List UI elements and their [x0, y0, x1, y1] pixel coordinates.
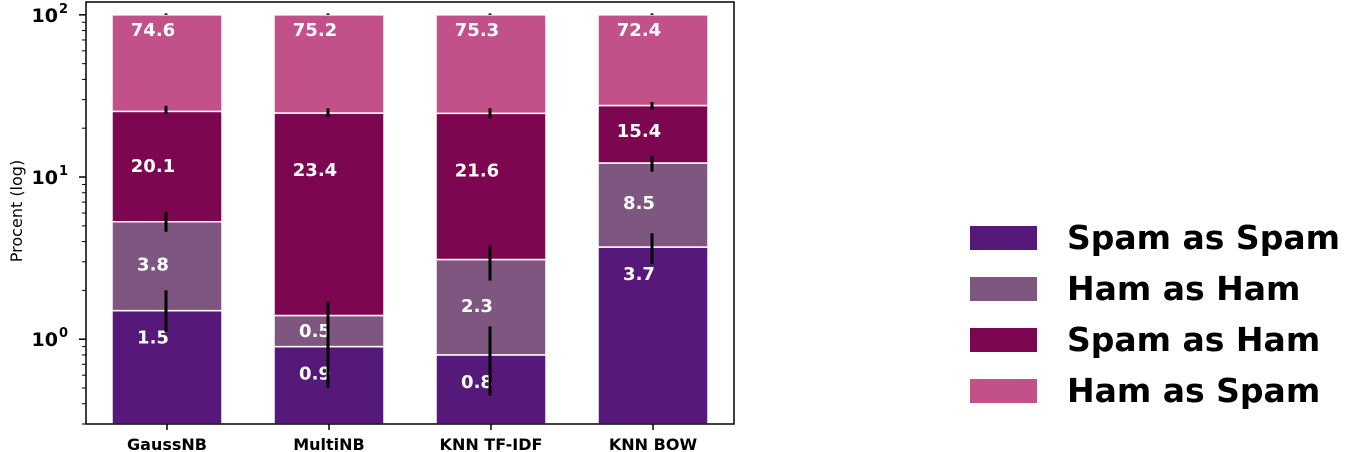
bar-segment [597, 14, 709, 107]
data-label: 15.4 [617, 121, 661, 142]
data-label: 21.6 [455, 160, 499, 181]
bar-segment [435, 112, 547, 261]
x-tick-label: GaussNB [127, 435, 207, 452]
legend-swatch [970, 225, 1037, 250]
data-label: 0.9 [299, 364, 331, 385]
data-label: 72.4 [617, 20, 661, 41]
data-label: 1.5 [137, 328, 169, 349]
data-labels-layer: 1.5 3.8 20.1 74.6 0.9 0.5 23.4 75.2 0.8 2.3 21.6 75… [131, 20, 661, 393]
data-label: 3.7 [623, 264, 655, 285]
bar-segment [597, 246, 709, 425]
y-tick-exponent: 0 [59, 326, 68, 341]
legend-label: Ham as Ham [1067, 269, 1301, 308]
legend: Spam as Spam Ham as Ham Spam as Ham Ham as … [970, 212, 1340, 416]
error-bars-layer [164, 13, 654, 396]
data-label: 20.1 [131, 156, 175, 177]
bar-segment [273, 14, 385, 114]
data-label: 75.3 [455, 20, 499, 41]
data-label: 2.3 [461, 296, 493, 317]
legend-item: Spam as Ham [970, 314, 1340, 365]
legend-swatch [970, 276, 1037, 301]
bar-segment [111, 14, 223, 113]
legend-item: Ham as Ham [970, 263, 1340, 314]
y-tick-label: 10 [32, 329, 58, 351]
data-label: 75.2 [293, 20, 337, 41]
data-label: 0.8 [461, 372, 493, 393]
x-tick-label: MultiNB [293, 435, 365, 452]
data-label: 3.8 [137, 255, 169, 276]
bar-segment [435, 14, 547, 115]
legend-item: Ham as Spam [970, 365, 1340, 416]
legend-swatch [970, 378, 1037, 403]
y-tick-label: 10 [32, 5, 58, 27]
x-tick-label: KNN BOW [609, 435, 698, 452]
legend-item: Spam as Spam [970, 212, 1340, 263]
legend-label: Spam as Ham [1067, 320, 1321, 359]
bar-segment [273, 112, 385, 317]
y-axis-label: Procent (log) [7, 160, 26, 262]
y-tick-label: 10 [32, 167, 58, 189]
y-tick-exponent: 2 [59, 2, 68, 17]
legend-label: Ham as Spam [1067, 371, 1321, 410]
data-label: 23.4 [293, 160, 337, 181]
legend-swatch [970, 327, 1037, 352]
y-tick-exponent: 1 [59, 164, 68, 179]
data-label: 8.5 [623, 193, 655, 214]
bars-layer [111, 14, 709, 425]
data-label: 74.6 [131, 20, 175, 41]
x-tick-label: KNN TF-IDF [440, 435, 543, 452]
data-label: 0.5 [299, 321, 331, 342]
legend-label: Spam as Spam [1067, 218, 1340, 257]
